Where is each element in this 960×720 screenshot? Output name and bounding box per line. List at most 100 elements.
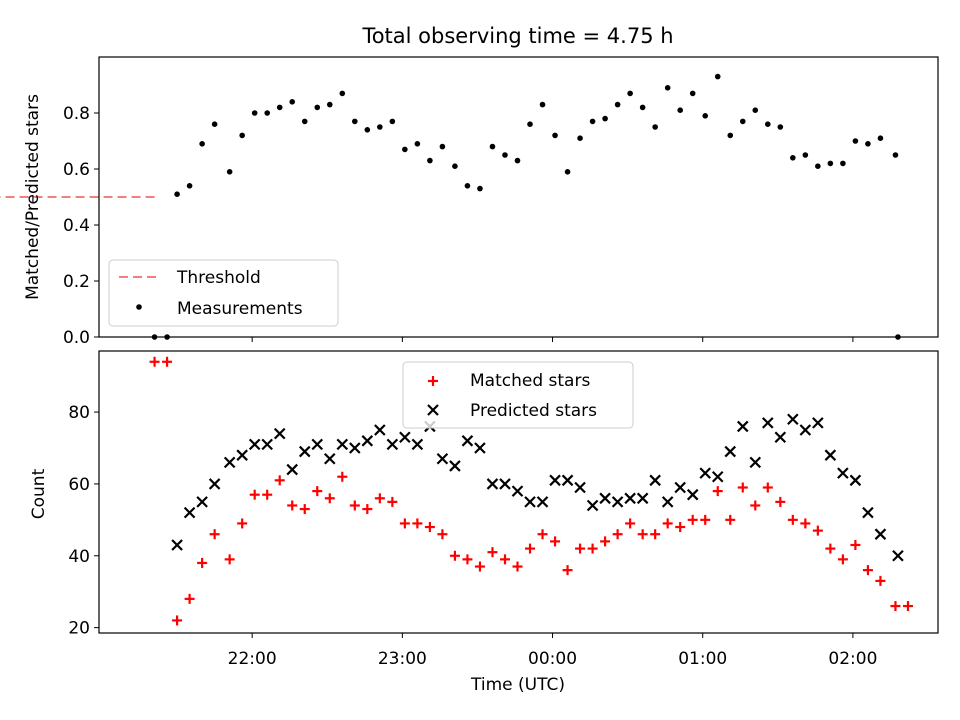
measurement-point bbox=[727, 132, 734, 139]
measurement-point bbox=[589, 118, 596, 125]
predicted-star-point bbox=[724, 445, 737, 458]
predicted-star-point bbox=[837, 467, 849, 479]
measurement-point bbox=[352, 118, 358, 125]
matched-star-point bbox=[209, 529, 220, 540]
count-panel: 20 40 60 80 22:00 23:00 00:00 01:00 02:00 Count… bbox=[29, 350, 939, 695]
predicted-star-point bbox=[386, 438, 399, 451]
legend-box bbox=[108, 259, 339, 327]
measurement-point bbox=[301, 118, 308, 125]
matched-star-point bbox=[337, 471, 348, 482]
y-tick-label: 0.0 bbox=[63, 328, 90, 348]
chart-title: Total observing time = 4.75 h bbox=[361, 24, 673, 48]
predicted-star-point bbox=[699, 467, 712, 479]
measurement-point bbox=[199, 141, 205, 147]
measurement-point bbox=[452, 163, 458, 169]
matched-star-point bbox=[637, 529, 648, 540]
measurement-point bbox=[614, 101, 621, 108]
matched-star-point bbox=[902, 601, 913, 612]
legend-box bbox=[402, 361, 634, 429]
predicted-star-point bbox=[273, 427, 286, 440]
predicted-star-point bbox=[824, 449, 837, 461]
measurement-point bbox=[714, 73, 721, 80]
measurement-point bbox=[239, 132, 245, 139]
matched-star-point bbox=[224, 554, 235, 565]
predicted-star-point bbox=[236, 449, 248, 461]
predicted-star-point bbox=[736, 420, 749, 433]
top-y-axis-label: Matched/Predicted stars bbox=[23, 94, 43, 300]
predicted-star-point bbox=[749, 456, 762, 469]
measurement-point bbox=[264, 110, 271, 116]
matched-star-point bbox=[525, 543, 536, 554]
measurement-point bbox=[276, 104, 283, 111]
measurement-point bbox=[251, 110, 258, 116]
matched-star-point bbox=[499, 554, 510, 565]
measurement-point bbox=[402, 146, 408, 153]
matched-star-point bbox=[600, 536, 611, 547]
legend-label: Measurements bbox=[177, 299, 303, 319]
predicted-star-point bbox=[223, 456, 236, 469]
measurement-point bbox=[702, 113, 709, 119]
measurement-point bbox=[186, 183, 193, 189]
matched-star-point bbox=[775, 496, 786, 507]
matched-star-point bbox=[712, 486, 723, 497]
x-axis-label: Time (UTC) bbox=[470, 675, 565, 695]
matched-star-point bbox=[287, 500, 298, 511]
matched-star-point bbox=[625, 518, 636, 529]
matched-star-point bbox=[862, 565, 873, 576]
measurement-point bbox=[664, 85, 671, 91]
measurement-point bbox=[639, 104, 646, 111]
matched-star-point bbox=[428, 376, 438, 386]
matched-star-point bbox=[149, 356, 160, 367]
matched-star-point bbox=[812, 525, 823, 536]
predicted-star-point bbox=[524, 496, 536, 508]
predicted-star-point bbox=[862, 506, 874, 519]
measurement-point bbox=[764, 121, 771, 127]
matched-star-point bbox=[237, 518, 248, 529]
matched-star-point bbox=[374, 493, 385, 504]
matched-star-point bbox=[262, 489, 273, 500]
measurement-point bbox=[289, 99, 296, 105]
measurement-point bbox=[314, 104, 321, 111]
predicted-star-point bbox=[536, 496, 549, 508]
bottom-y-ticks: 20 40 60 80 bbox=[68, 403, 99, 639]
bottom-x-ticks: 22:00 23:00 00:00 01:00 02:00 bbox=[228, 633, 877, 669]
matched-star-point bbox=[800, 518, 811, 529]
predicted-star-point bbox=[411, 438, 424, 451]
bottom-axes-frame bbox=[98, 350, 939, 634]
matched-star-point bbox=[197, 557, 208, 568]
predicted-star-point bbox=[549, 474, 561, 487]
y-tick-label: 0.6 bbox=[63, 160, 90, 180]
legend-measurement-swatch bbox=[136, 304, 142, 310]
matched-star-point bbox=[890, 601, 901, 612]
measurement-point bbox=[777, 124, 784, 130]
predicted-star-point bbox=[336, 438, 349, 451]
predicted-star-point bbox=[787, 413, 799, 426]
measurement-point bbox=[739, 118, 746, 125]
matched-star-point bbox=[737, 482, 748, 493]
matched-star-point bbox=[184, 593, 195, 604]
predicted-star-point bbox=[183, 506, 196, 519]
y-tick-label: 20 bbox=[68, 619, 90, 639]
predicted-star-point bbox=[849, 474, 862, 487]
predicted-star-point bbox=[449, 460, 461, 472]
matched-star-point bbox=[474, 561, 485, 572]
predicted-star-point bbox=[892, 549, 904, 562]
measurement-point bbox=[752, 107, 759, 113]
predicted-star-point bbox=[624, 492, 636, 505]
bottom-legend: Matched stars Predicted stars bbox=[402, 361, 634, 429]
predicted-star-point bbox=[208, 478, 221, 490]
measurement-point bbox=[577, 135, 583, 141]
measurement-point bbox=[527, 121, 533, 127]
y-tick-label: 60 bbox=[68, 475, 90, 495]
predicted-star-point bbox=[762, 417, 774, 429]
matched-star-point bbox=[550, 536, 561, 547]
bottom-y-axis-label: Count bbox=[29, 468, 49, 519]
top-y-ticks: 0.0 0.2 0.4 0.6 0.8 bbox=[63, 104, 99, 348]
predicted-star-point bbox=[399, 431, 411, 443]
measurement-point bbox=[174, 191, 180, 197]
predicted-star-point bbox=[474, 442, 486, 454]
matched-star-point bbox=[612, 529, 623, 540]
matched-star-point bbox=[424, 522, 435, 533]
measurement-point bbox=[827, 160, 834, 167]
matched-star-point bbox=[362, 504, 373, 515]
